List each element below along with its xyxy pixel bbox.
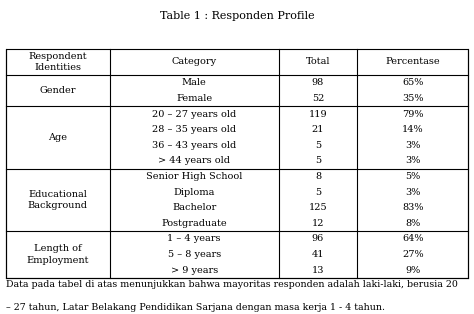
Text: Diploma: Diploma [173, 187, 215, 197]
Text: 79%: 79% [402, 110, 424, 119]
Text: Postgraduate: Postgraduate [161, 219, 227, 228]
Text: > 44 years old: > 44 years old [158, 156, 230, 165]
Text: > 9 years: > 9 years [171, 266, 218, 274]
Text: Bachelor: Bachelor [172, 203, 216, 212]
Text: 28 – 35 years old: 28 – 35 years old [152, 125, 236, 134]
Text: 125: 125 [309, 203, 327, 212]
Text: Data pada tabel di atas menunjukkan bahwa mayoritas responden adalah laki-laki, : Data pada tabel di atas menunjukkan bahw… [6, 280, 457, 290]
Text: 52: 52 [312, 94, 324, 103]
Text: Category: Category [172, 57, 217, 66]
Text: Total: Total [306, 57, 330, 66]
Text: Age: Age [48, 133, 67, 142]
Text: – 27 tahun, Latar Belakang Pendidikan Sarjana dengan masa kerja 1 - 4 tahun.: – 27 tahun, Latar Belakang Pendidikan Sa… [6, 303, 385, 312]
Text: 12: 12 [312, 219, 324, 228]
Text: 21: 21 [312, 125, 324, 134]
Text: Educational
Background: Educational Background [28, 190, 88, 210]
Text: 13: 13 [312, 266, 324, 274]
Text: 1 – 4 years: 1 – 4 years [167, 234, 221, 243]
Text: 5 – 8 years: 5 – 8 years [168, 250, 221, 259]
Text: 96: 96 [312, 234, 324, 243]
Text: 20 – 27 years old: 20 – 27 years old [152, 110, 237, 119]
Text: 119: 119 [309, 110, 327, 119]
Text: 64%: 64% [402, 234, 424, 243]
Text: 35%: 35% [402, 94, 424, 103]
Text: 36 – 43 years old: 36 – 43 years old [152, 141, 237, 150]
Text: 3%: 3% [405, 187, 420, 197]
Text: 3%: 3% [405, 141, 420, 150]
Text: 9%: 9% [405, 266, 420, 274]
Text: 5%: 5% [405, 172, 420, 181]
Text: 83%: 83% [402, 203, 424, 212]
Text: Male: Male [182, 78, 207, 87]
Text: 65%: 65% [402, 78, 423, 87]
Text: 8%: 8% [405, 219, 420, 228]
Text: Gender: Gender [39, 86, 76, 95]
Text: Length of
Employment: Length of Employment [27, 244, 89, 264]
Text: 41: 41 [312, 250, 324, 259]
Text: 8: 8 [315, 172, 321, 181]
Text: 27%: 27% [402, 250, 424, 259]
Text: 3%: 3% [405, 156, 420, 165]
Text: 14%: 14% [402, 125, 424, 134]
Text: Female: Female [176, 94, 212, 103]
Text: 5: 5 [315, 141, 321, 150]
Text: Table 1 : Responden Profile: Table 1 : Responden Profile [160, 11, 314, 21]
Text: 5: 5 [315, 187, 321, 197]
Text: Respondent
Identities: Respondent Identities [28, 52, 87, 72]
Bar [6, 49, 468, 278]
Text: 5: 5 [315, 156, 321, 165]
Text: Senior High School: Senior High School [146, 172, 242, 181]
Text: 98: 98 [312, 78, 324, 87]
Text: Percentase: Percentase [385, 57, 440, 66]
